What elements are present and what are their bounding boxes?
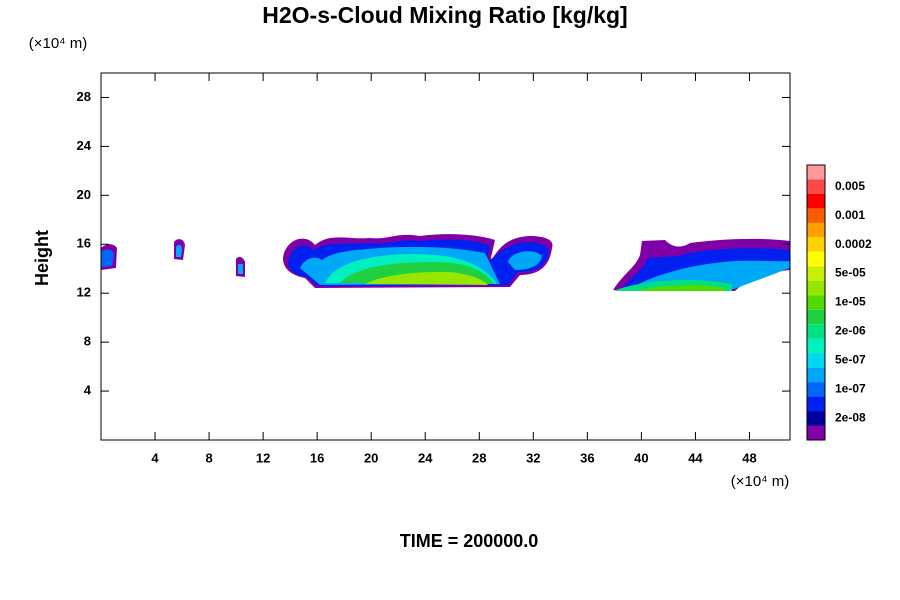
colorbar-label: 2e-08 [835,410,866,424]
x-tick-label: 16 [310,450,324,465]
colorbar-label: 0.001 [835,208,865,222]
colorbar-swatch [807,338,825,354]
footer: TIME = 200000.0 [400,531,539,551]
y-tick-label: 16 [77,236,91,251]
colorbar-label: 1e-07 [835,382,866,396]
x-tick-label: 36 [580,450,594,465]
y-tick-label: 24 [77,138,92,153]
colorbar-label: 0.0002 [835,237,872,251]
x-tick-label: 28 [472,450,486,465]
colorbar-swatch [807,324,825,339]
contour [101,249,114,267]
colorbar-swatch [807,266,825,281]
x-tick-label: 4 [151,450,159,465]
plot-frame [100,72,791,441]
colorbar-swatch [807,382,825,397]
contour [238,264,243,274]
x-tick-label: 20 [364,450,378,465]
colorbar-swatch [807,309,825,325]
colorbar-swatch [807,367,825,383]
colorbar-swatch [807,280,825,296]
colorbar-label: 2e-06 [835,324,866,338]
colorbar-swatch [807,179,825,194]
x-tick-label: 40 [634,450,648,465]
colorbar-swatch [807,222,825,238]
colorbar-label: 5e-05 [835,266,866,280]
y-tick-label: 8 [84,334,91,349]
x-tick-label: 8 [205,450,212,465]
contours [101,234,790,291]
colorbar-swatch [807,251,825,267]
chart-title: H2O-s-Cloud Mixing Ratio [kg/kg] [262,2,627,28]
colorbar-swatch [807,353,825,368]
colorbar-label: 5e-07 [835,353,866,367]
colorbar-swatch [807,193,825,209]
contour [365,271,488,285]
y-tick-label: 4 [84,383,92,398]
x-tick-label: 12 [256,450,270,465]
y-unit: (×10⁴ m) [29,35,88,52]
colorbar-swatch [807,396,825,412]
colorbar-label: 1e-05 [835,295,866,309]
contour [640,285,725,291]
colorbar-frame [806,164,826,441]
colorbar-swatch [807,425,825,440]
y-tick-label: 20 [77,187,91,202]
y-tick-label: 12 [77,285,91,300]
contour [176,244,182,257]
x-tick-label: 32 [526,450,540,465]
y-tick-label: 28 [77,89,91,104]
colorbar-swatch [807,237,825,252]
colorbar-swatch [807,411,825,426]
x-tick-label: 24 [418,450,433,465]
colorbar-swatch [807,208,825,223]
colorbar-swatch [807,295,825,310]
y-axis-label: Height [32,230,52,286]
x-unit: (×10⁴ m) [731,473,790,490]
colorbar-swatch [807,165,825,180]
x-tick-label: 48 [742,450,756,465]
colorbar-label: 0.005 [835,179,865,193]
x-tick-label: 44 [688,450,703,465]
